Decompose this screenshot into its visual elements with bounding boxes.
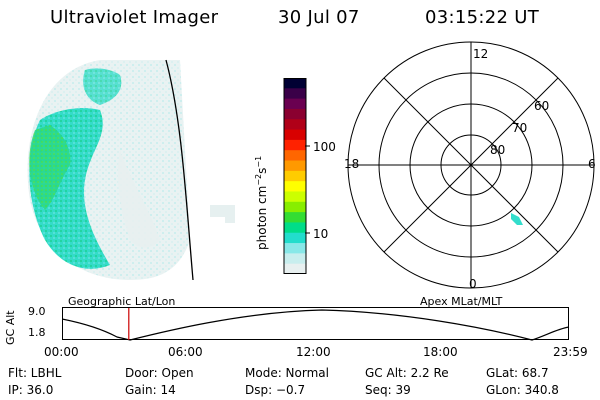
colorbar-segment: [284, 243, 306, 254]
colorbar-segment: [284, 108, 306, 120]
info-glat: GLat: 68.7: [486, 366, 549, 380]
colorbar-segment: [284, 212, 306, 223]
info-gain: Gain: 14: [125, 383, 176, 397]
timeline-y-min: 1.8: [28, 326, 46, 339]
colorbar-segment: [284, 201, 306, 213]
colorbar-segment: [284, 78, 306, 89]
x-tick-1800: 18:00: [423, 345, 458, 359]
timeline-axis-label: GC Alt: [4, 310, 17, 345]
unit-exp-2: −1: [254, 155, 263, 168]
timeline-left-label: Geographic Lat/Lon: [68, 295, 176, 308]
colorbar-tick-100: 100: [313, 140, 336, 154]
info-dsp: Dsp: −0.7: [245, 383, 306, 397]
colorbar-segment: [284, 191, 306, 203]
time-label: 03:15:22 UT: [425, 7, 540, 28]
info-door: Door: Open: [125, 366, 194, 380]
colorbar-segment: [284, 129, 306, 141]
timeline-right-label: Apex MLat/MLT: [420, 295, 503, 308]
info-flt: Flt: LBHL: [8, 366, 62, 380]
colorbar-segment: [284, 263, 306, 274]
info-glon: GLon: 340.8: [486, 383, 559, 397]
colorbar-segment: [284, 170, 306, 182]
colorbar-segment: [284, 222, 306, 234]
colorbar-segment: [284, 232, 306, 244]
earth-disk: [27, 60, 235, 280]
info-gc-alt: GC Alt: 2.2 Re: [365, 366, 449, 380]
colorbar-tick-10: 10: [313, 227, 329, 241]
mlat-label-70: 70: [512, 121, 527, 135]
timeline-y-max: 9.0: [28, 305, 46, 318]
info-seq: Seq: 39: [365, 383, 411, 397]
colorbar-segment: [284, 98, 306, 110]
mlt-label-18: 18: [344, 157, 359, 171]
info-ip: IP: 36.0: [8, 383, 54, 397]
mlt-label-6: 6: [588, 157, 596, 171]
x-tick-0600: 06:00: [168, 345, 203, 359]
colorbar-segment: [284, 139, 306, 151]
date-label: 30 Jul 07: [278, 7, 360, 28]
info-mode: Mode: Normal: [245, 366, 329, 380]
colorbar-segment: [284, 119, 306, 131]
colorbar-segment: [284, 181, 306, 192]
mlat-label-80: 80: [490, 143, 505, 157]
instrument-title: Ultraviolet Imager: [50, 7, 219, 28]
colorbar-border: [283, 78, 307, 274]
polar-plot: 12 0 18 6 60 70 80: [344, 41, 596, 290]
mlt-label-12: 12: [473, 47, 488, 61]
mlat-label-60: 60: [534, 99, 549, 113]
mlt-label-0: 0: [469, 277, 477, 290]
colorbar-ticks: [305, 145, 310, 234]
unit-text: photon cm: [255, 185, 269, 250]
unit-exp-1: −2: [254, 173, 263, 186]
colorbar: [283, 78, 307, 274]
earth-limb-arc: [165, 59, 194, 281]
colorbar-segment: [284, 88, 306, 100]
altitude-curve: [62, 309, 570, 341]
colorbar-unit-label: photon cm−2s−1: [254, 156, 269, 250]
x-tick-2359: 23:59: [553, 345, 588, 359]
x-tick-0000: 00:00: [44, 345, 79, 359]
geographic-image: [27, 59, 235, 281]
auroral-spot: [511, 213, 523, 225]
x-tick-1200: 12:00: [296, 345, 331, 359]
unit-s: s: [255, 167, 269, 174]
colorbar-segment: [284, 160, 306, 172]
colorbar-segment: [284, 253, 306, 265]
colorbar-segment: [284, 150, 306, 162]
altitude-timeline: [62, 307, 570, 341]
